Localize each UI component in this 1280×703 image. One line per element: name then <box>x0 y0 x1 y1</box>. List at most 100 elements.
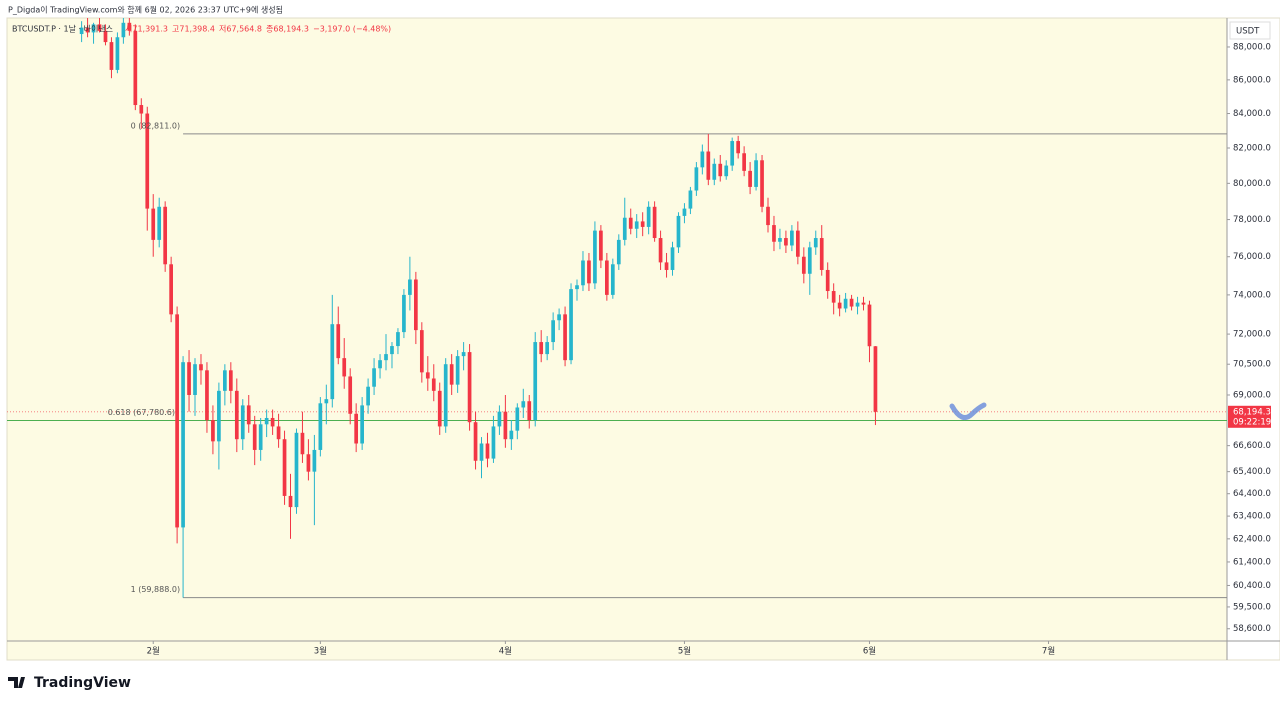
candle-body <box>801 256 806 274</box>
candle-body <box>449 364 454 385</box>
candle-body <box>593 230 597 284</box>
y-tick-label: 59,500.0 <box>1233 602 1271 612</box>
candle-body <box>163 206 168 265</box>
candle-body <box>557 314 561 321</box>
candle-body <box>431 378 436 391</box>
candle-body <box>223 370 227 391</box>
y-tick-label: 78,000.0 <box>1233 215 1271 225</box>
candle-body <box>402 294 406 333</box>
candle-body <box>712 163 717 180</box>
candle-body <box>324 399 329 404</box>
candle-body <box>760 160 764 207</box>
candle-body <box>127 22 132 31</box>
candle-body <box>491 426 496 459</box>
candle-body <box>390 346 394 355</box>
overlay: 88,000.0 86,000.0 84,000.0 82,000.0 80,000.0… <box>108 25 1272 657</box>
candle-body <box>354 413 359 444</box>
ohlc-value: 시71,391.3 <box>125 25 168 34</box>
y-tick-label: 58,600.0 <box>1233 624 1271 634</box>
candle-body <box>360 405 364 444</box>
candle-body <box>521 401 526 408</box>
candle-body <box>796 230 800 257</box>
candle-body <box>414 279 418 331</box>
candle-body <box>282 439 287 496</box>
y-tick-label: 65,400.0 <box>1233 467 1271 477</box>
candle-body <box>545 342 550 355</box>
candle-body <box>103 30 108 43</box>
candle-body <box>473 422 478 461</box>
candle-body <box>133 30 138 106</box>
candle-body <box>312 449 317 472</box>
candle-body <box>288 495 293 508</box>
candle-body <box>372 368 376 387</box>
y-tick-label: 64,400.0 <box>1233 489 1271 499</box>
candle-body <box>211 420 215 442</box>
candle-body <box>258 424 263 450</box>
candle-body <box>300 432 305 455</box>
candle-body <box>121 22 126 38</box>
candle-body <box>145 113 150 209</box>
logo-text: TradingView <box>34 675 131 691</box>
y-tick-label: 66,600.0 <box>1233 441 1271 451</box>
candle-body <box>419 330 424 373</box>
candle-body <box>843 298 848 309</box>
y-tick-label: 74,000.0 <box>1233 290 1271 300</box>
x-tick-label: 4월 <box>499 646 512 657</box>
candle-body <box>628 217 633 229</box>
candle-body <box>467 352 472 423</box>
candle-body <box>778 238 782 242</box>
logo-mark <box>8 677 25 688</box>
candle-body <box>819 238 824 270</box>
y-tick-label: 69,000.0 <box>1233 390 1271 400</box>
fib-label: 0.618 (67,780.6) <box>108 408 175 417</box>
candle-body <box>849 298 854 307</box>
candle-body <box>622 217 627 240</box>
created-note: P_Digda이 TradingView.com와 함께 6월 02, 2026… <box>8 5 283 15</box>
candle-body <box>461 352 466 357</box>
candle-body <box>503 411 508 440</box>
y-tick-label: 86,000.0 <box>1233 75 1271 85</box>
candle-body <box>497 411 502 427</box>
price-tag <box>1228 405 1271 428</box>
y-tick-label: 62,400.0 <box>1233 534 1271 544</box>
candle-body <box>688 190 693 209</box>
candle-body <box>616 239 621 265</box>
candle-body <box>700 151 705 168</box>
candle-body <box>252 424 257 450</box>
price-tag-label: 68,194.3 <box>1233 407 1271 417</box>
candle-body <box>79 27 84 35</box>
y-tick-label: 60,400.0 <box>1233 581 1271 591</box>
candle-body <box>91 24 96 33</box>
hand-drawn-check <box>949 402 987 421</box>
candle-body <box>873 346 878 412</box>
candle-body <box>694 167 699 191</box>
candle-body <box>479 443 484 461</box>
candle-body <box>169 264 173 315</box>
candle-body <box>551 320 555 343</box>
candle-body <box>455 356 460 385</box>
candle-body <box>270 417 275 427</box>
candle-body <box>437 390 442 427</box>
candle-body <box>175 314 179 528</box>
candle-body <box>408 279 412 295</box>
candle-body <box>676 215 681 248</box>
y-tick-label: 82,000.0 <box>1233 144 1271 154</box>
plot-area <box>7 18 1227 599</box>
candle-body <box>605 260 609 295</box>
candle-body <box>527 401 532 421</box>
candle-body <box>724 165 729 177</box>
ohlc-value: 종68,194.3 <box>266 25 309 34</box>
y-tick-label: 61,400.0 <box>1233 557 1271 567</box>
candle-body <box>831 291 836 303</box>
candle-body <box>425 372 430 379</box>
currency-box <box>1229 21 1271 40</box>
candle-body <box>193 364 197 395</box>
candle-body <box>837 302 842 309</box>
candle-body <box>234 390 239 440</box>
y-tick-label: 88,000.0 <box>1233 42 1271 52</box>
candle-body <box>85 27 90 33</box>
candle-body <box>199 364 203 371</box>
y-tick-label: 70,500.0 <box>1233 360 1271 370</box>
candle-body <box>348 376 353 414</box>
ohlc-value: −3,197.0 (−4.48%) <box>313 25 391 34</box>
